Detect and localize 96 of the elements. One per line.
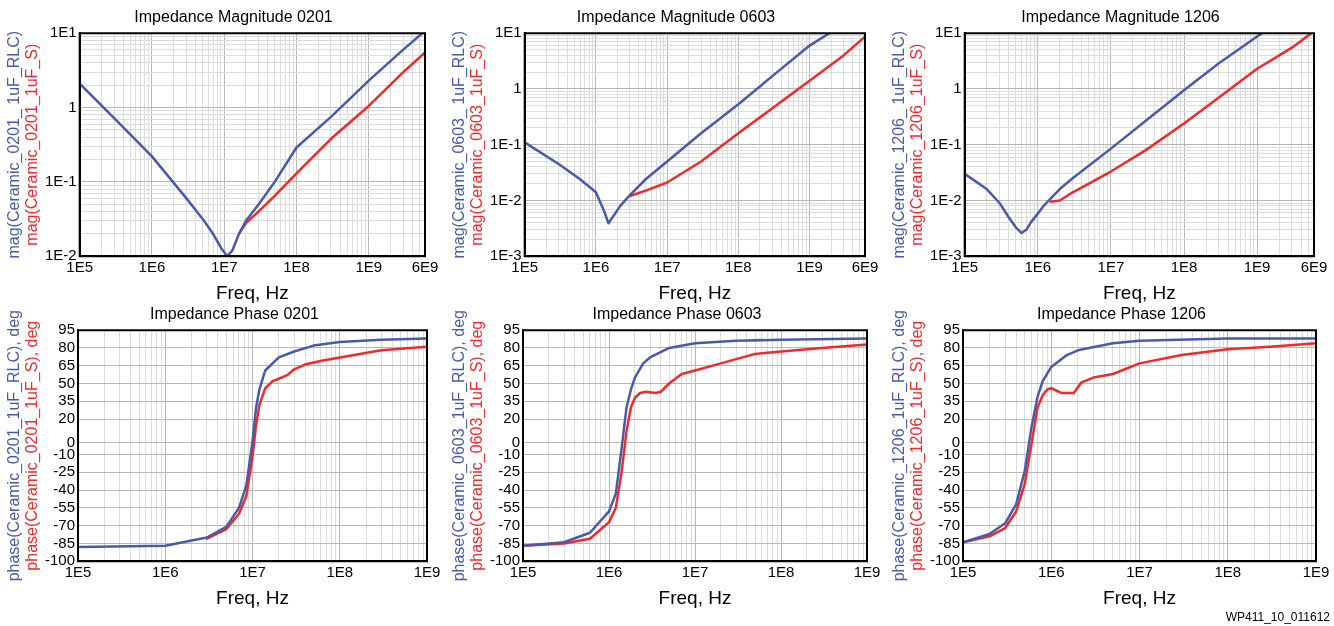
x-tick-label: 1E8: [767, 563, 795, 581]
y-tick-label: 1: [68, 97, 77, 115]
y-tick-label: 1E1: [494, 23, 522, 41]
y-tick-label: -85: [498, 533, 521, 551]
text: mag(Ceramic_0201_1uF_S): [23, 43, 42, 246]
x-tick-label: 1E8: [1214, 563, 1242, 581]
x-tick-label: 1E6: [595, 563, 623, 581]
y-tick-label: -25: [938, 462, 961, 480]
x-tick-label: 1E9: [853, 563, 881, 581]
x-tick-label: 1E9: [1243, 258, 1271, 276]
x-tick-label: 1E7: [239, 563, 266, 581]
x-tick-label: 1E6: [1037, 563, 1065, 581]
x-tick-label: 1E6: [138, 258, 166, 276]
y-tick-label: 1E-1: [490, 134, 522, 152]
y-tick-label: -40: [53, 480, 76, 498]
y-tick-label: 35: [943, 391, 961, 409]
y-tick-label: -70: [53, 515, 76, 533]
x-tick-label: 1E9: [796, 258, 823, 276]
y-tick-label: 1E-2: [930, 190, 962, 208]
y-tick-label: -55: [53, 498, 76, 516]
x-tick-label: 1E6: [151, 563, 179, 581]
y-tick-label: 50: [503, 373, 521, 391]
text: mag(Ceramic_1206_1uF_S): [908, 43, 927, 246]
y-tick-label: 80: [943, 338, 961, 356]
y-tick-label: 80: [58, 338, 76, 356]
x-tick-label: 1E7: [653, 258, 681, 276]
x-axis-title: Freq, Hz: [1103, 586, 1176, 608]
y-tick-label: -55: [498, 498, 521, 516]
x-axis-title: Freq, Hz: [658, 281, 732, 303]
x-tick-label: 1E8: [1170, 258, 1198, 276]
y-tick-label: -55: [938, 498, 961, 516]
chart-title: Impedance Phase 0201: [149, 305, 320, 323]
x-tick-label: 6E9: [1300, 258, 1328, 276]
x-tick-label: 1E6: [1024, 258, 1052, 276]
text: phase(Ceramic_0201_1uF_S), deg: [23, 320, 42, 571]
x-tick-label: 6E9: [411, 258, 439, 276]
y-tick-label: 20: [58, 409, 76, 427]
x-axis-title: Freq, Hz: [658, 586, 732, 608]
y-tick-label: -25: [53, 462, 76, 480]
chart-title: Impedance Phase 1206: [1036, 305, 1207, 323]
x-tick-label: 1E9: [1302, 563, 1330, 581]
x-tick-label: 1E7: [681, 563, 709, 581]
x-tick-label: 1E9: [355, 258, 383, 276]
text: phase(Ceramic_0201_1uF_RLC), deg: [5, 310, 24, 582]
y-tick-label: 50: [58, 373, 76, 391]
y-tick-label: 20: [943, 409, 961, 427]
text: phase(Ceramic_1206_1uF_RLC), deg: [890, 310, 909, 582]
y-tick-label: 50: [943, 373, 961, 391]
y-tick-label: -40: [938, 480, 961, 498]
x-tick-label: 6E9: [851, 258, 879, 276]
y-tick-label: -85: [53, 533, 76, 551]
y-tick-label: -70: [498, 515, 521, 533]
text: mag(Ceramic_0603_1uF_S): [468, 43, 487, 246]
y-tick-label: 1E-1: [930, 134, 962, 152]
y-tick-label: 35: [503, 391, 521, 409]
x-tick-label: 1E8: [326, 563, 354, 581]
x-tick-label: 1E7: [1097, 258, 1125, 276]
x-tick-label: 1E6: [582, 258, 610, 276]
y-tick-label: 1: [513, 79, 522, 97]
y-tick-label: 1E-1: [45, 172, 77, 190]
x-axis-title: Freq, Hz: [216, 586, 289, 608]
y-tick-label: 95: [58, 320, 76, 338]
x-axis-title: Freq, Hz: [215, 281, 289, 303]
text: mag(Ceramic_0603_ 1uF_RLC): [450, 30, 469, 259]
y-tick-label: -40: [498, 480, 521, 498]
chart-title: Impedance Magnitude 0201: [134, 8, 333, 26]
x-tick-label: 1E8: [283, 258, 310, 276]
text: phase(Ceramic_0603_1uF_RLC), deg: [450, 310, 469, 582]
chart-title: Impedance Magnitude 0603: [576, 8, 776, 26]
y-tick-label: 95: [503, 320, 521, 338]
text: WP411_10_011612: [1225, 610, 1331, 625]
x-tick-label: 1E8: [725, 258, 752, 276]
x-axis-title: Freq, Hz: [1102, 281, 1176, 303]
y-tick-label: 20: [503, 409, 521, 427]
y-tick-label: -25: [498, 462, 521, 480]
y-tick-label: 1E1: [934, 23, 962, 41]
y-tick-label: -70: [938, 515, 961, 533]
y-tick-label: 1E1: [49, 23, 77, 41]
y-tick-label: 65: [503, 355, 521, 373]
y-tick-label: 95: [943, 320, 961, 338]
chart-title: Impedance Magnitude 1206: [1021, 8, 1220, 26]
y-tick-label: 35: [58, 391, 76, 409]
x-tick-label: 1E7: [210, 258, 238, 276]
x-tick-label: 1E9: [413, 563, 441, 581]
text: phase(Ceramic_0603_1uF_S), deg: [468, 320, 487, 571]
text: mag(Ceramic_1206_ 1uF_RLC): [890, 30, 909, 259]
y-tick-label: 1: [953, 79, 962, 97]
x-tick-label: 1E7: [1126, 563, 1153, 581]
y-tick-label: 80: [503, 338, 521, 356]
y-tick-label: -85: [938, 533, 961, 551]
chart-title: Impedance Phase 0603: [592, 305, 762, 323]
y-tick-label: 1E-2: [490, 190, 522, 208]
text: mag(Ceramic_0201_ 1uF_RLC): [5, 30, 24, 259]
text: phase(Ceramic_1206_1uF_S), deg: [908, 320, 927, 571]
y-tick-label: 65: [943, 355, 961, 373]
y-tick-label: 65: [58, 355, 76, 373]
